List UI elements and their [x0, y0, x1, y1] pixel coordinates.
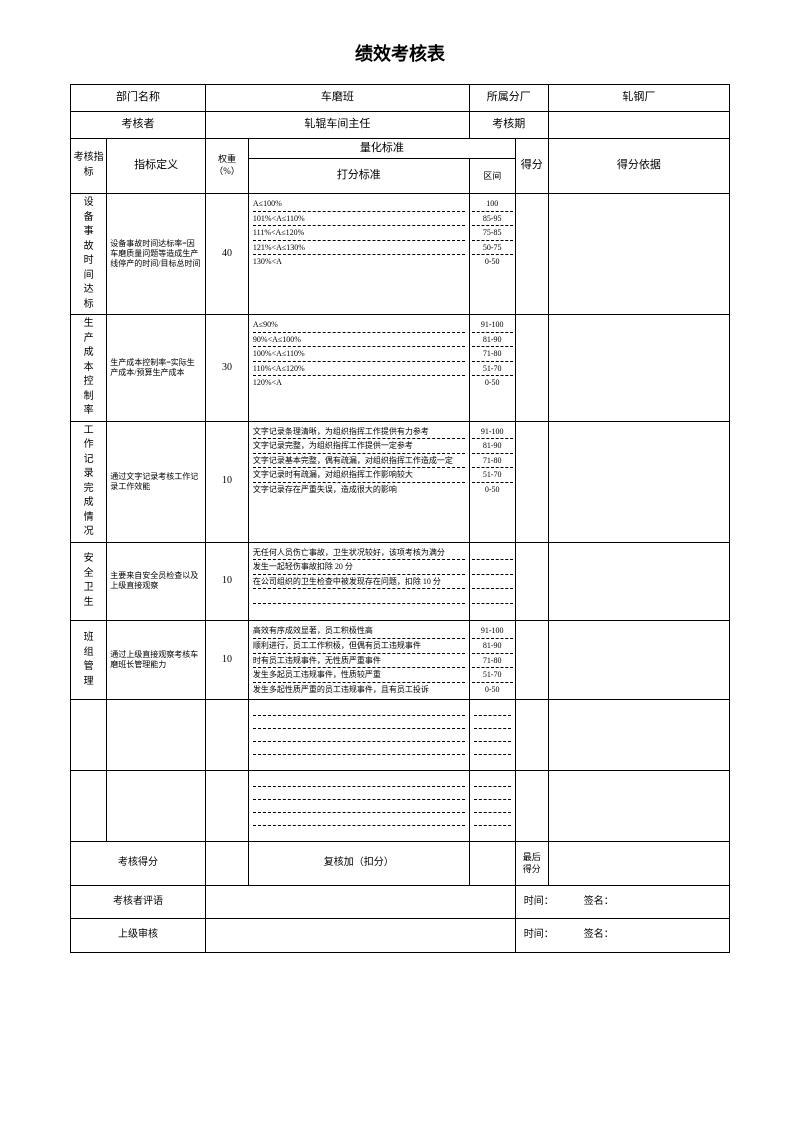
basis-cell: [548, 315, 729, 422]
table-row: 班组管理通过上级直接观察考核车磨班长管理能力10高效有序成效显著，员工积极性高顺…: [71, 621, 730, 700]
table-row: 安全卫生主要来自安全员检查以及上级直接观察10无任何人员伤亡事故，卫生状况较好，…: [71, 542, 730, 621]
comment-value: [206, 885, 516, 919]
col-range: 区间: [469, 159, 515, 194]
definition-cell: 生产成本控制率=实际生产成本/预算生产成本: [107, 315, 206, 422]
indicator-cell: 安全卫生: [71, 542, 107, 621]
branch-value: 轧钢厂: [548, 85, 729, 112]
review-label: 上级审核: [71, 919, 206, 953]
definition-cell: 通过文字记录考核工作记录工作效能: [107, 421, 206, 542]
sign-label: 签名：: [584, 896, 614, 907]
recheck-value: [469, 842, 515, 886]
final-value: [548, 842, 729, 886]
empty-row: [71, 700, 730, 771]
col-weight: 权重（%）: [206, 138, 249, 194]
col-criteria: 打分标准: [248, 159, 469, 194]
weight-cell: 10: [206, 421, 249, 542]
basis-cell: [548, 421, 729, 542]
comment-label: 考核者评语: [71, 885, 206, 919]
weight-cell: 30: [206, 315, 249, 422]
page-title: 绩效考核表: [70, 40, 730, 66]
definition-cell: 设备事故时间达标率=因车磨质量问题等造成生产线停产的时间/目标总时间: [107, 194, 206, 315]
sign-label: 签名：: [584, 929, 614, 940]
indicator-cell: 生产成本控制率: [71, 315, 107, 422]
indicator-cell: 设备事故时间达标: [71, 194, 107, 315]
definition-cell: 通过上级直接观察考核车磨班长管理能力: [107, 621, 206, 700]
col-score: 得分: [515, 138, 548, 194]
basis-cell: [548, 194, 729, 315]
col-indicator: 考核指标: [71, 138, 107, 194]
range-cell: 91-10081-9071-8051-700-50: [469, 315, 515, 422]
review-sign: 时间： 签名：: [515, 919, 729, 953]
table-row: 生产成本控制率生产成本控制率=实际生产成本/预算生产成本30A≤90%90%<A…: [71, 315, 730, 422]
table-row: 设备事故时间达标设备事故时间达标率=因车磨质量问题等造成生产线停产的时间/目标总…: [71, 194, 730, 315]
recheck-label: 复核加（扣分）: [248, 842, 469, 886]
indicator-cell: 工作记录完成情况: [71, 421, 107, 542]
range-cell: 91-10081-9071-8051-700-50: [469, 421, 515, 542]
assessor-value: 轧辊车间主任: [206, 111, 470, 138]
range-cell: [469, 542, 515, 621]
score-cell: [515, 315, 548, 422]
comment-sign: 时间： 签名：: [515, 885, 729, 919]
final-label: 最后得分: [515, 842, 548, 886]
review-value: [206, 919, 516, 953]
score-cell: [515, 621, 548, 700]
basis-cell: [548, 542, 729, 621]
range-cell: 10085-9575-8550-750-50: [469, 194, 515, 315]
criteria-cell: 文字记录条理清晰，为组织指挥工作提供有力参考文字记录完整，为组织指挥工作提供一定…: [248, 421, 469, 542]
score-cell: [515, 542, 548, 621]
period-label: 考核期: [469, 111, 548, 138]
col-basis: 得分依据: [548, 138, 729, 194]
branch-label: 所属分厂: [469, 85, 548, 112]
dept-value: 车磨班: [206, 85, 470, 112]
table-row: 工作记录完成情况通过文字记录考核工作记录工作效能10文字记录条理清晰，为组织指挥…: [71, 421, 730, 542]
time-label: 时间：: [524, 929, 554, 940]
score-total-label: 考核得分: [71, 842, 206, 886]
criteria-cell: 无任何人员伤亡事故，卫生状况较好，该项考核为满分发生一起轻伤事故扣除 20 分在…: [248, 542, 469, 621]
definition-cell: 主要来自安全员检查以及上级直接观察: [107, 542, 206, 621]
criteria-cell: A≤90%90%<A≤100%100%<A≤110%110%<A≤120%120…: [248, 315, 469, 422]
col-quant: 量化标准: [248, 138, 515, 159]
assessor-label: 考核者: [71, 111, 206, 138]
weight-cell: 10: [206, 621, 249, 700]
range-cell: 91-10081-9071-8051-700-50: [469, 621, 515, 700]
dept-label: 部门名称: [71, 85, 206, 112]
weight-cell: 10: [206, 542, 249, 621]
empty-row: [71, 771, 730, 842]
score-cell: [515, 421, 548, 542]
basis-cell: [548, 621, 729, 700]
time-label: 时间：: [524, 896, 554, 907]
assessment-table: 部门名称 车磨班 所属分厂 轧钢厂 考核者 轧辊车间主任 考核期 考核指标 指标…: [70, 84, 730, 953]
criteria-cell: A≤100%101%<A≤110%111%<A≤120%121%<A≤130%1…: [248, 194, 469, 315]
col-definition: 指标定义: [107, 138, 206, 194]
score-total-value: [206, 842, 249, 886]
weight-cell: 40: [206, 194, 249, 315]
period-value: [548, 111, 729, 138]
criteria-cell: 高效有序成效显著，员工积极性高顺利进行，员工工作积极，但偶有员工违规事件时有员工…: [248, 621, 469, 700]
indicator-cell: 班组管理: [71, 621, 107, 700]
score-cell: [515, 194, 548, 315]
